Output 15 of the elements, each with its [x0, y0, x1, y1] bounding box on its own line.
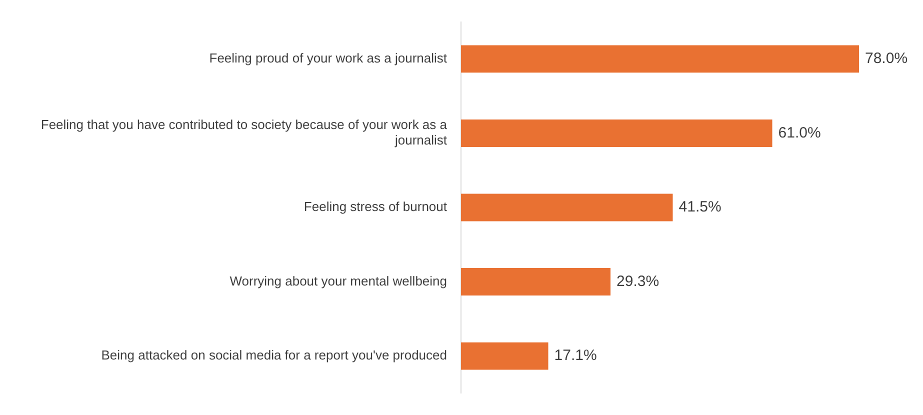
bar: [461, 194, 673, 222]
data-label: 17.1%: [554, 347, 597, 364]
data-label: 78.0%: [865, 50, 908, 68]
bar: [461, 268, 611, 296]
y-tick-label: Feeling stress of burnout: [304, 199, 448, 214]
bar: [461, 342, 548, 370]
y-tick-label: Being attacked on social media for a report you've produced: [101, 348, 447, 363]
data-label: 29.3%: [616, 272, 660, 290]
y-tick-label: Feeling that you have contributed to society because of your work as a journalist: [40, 117, 448, 148]
y-tick-label: Feeling proud of your work as a journalist: [209, 50, 448, 66]
data-label: 41.5%: [678, 198, 722, 216]
bar: [461, 119, 772, 147]
bar: [461, 45, 859, 73]
y-tick-label: Worrying about your mental wellbeing: [230, 273, 447, 288]
data-label: 61.0%: [778, 124, 821, 142]
